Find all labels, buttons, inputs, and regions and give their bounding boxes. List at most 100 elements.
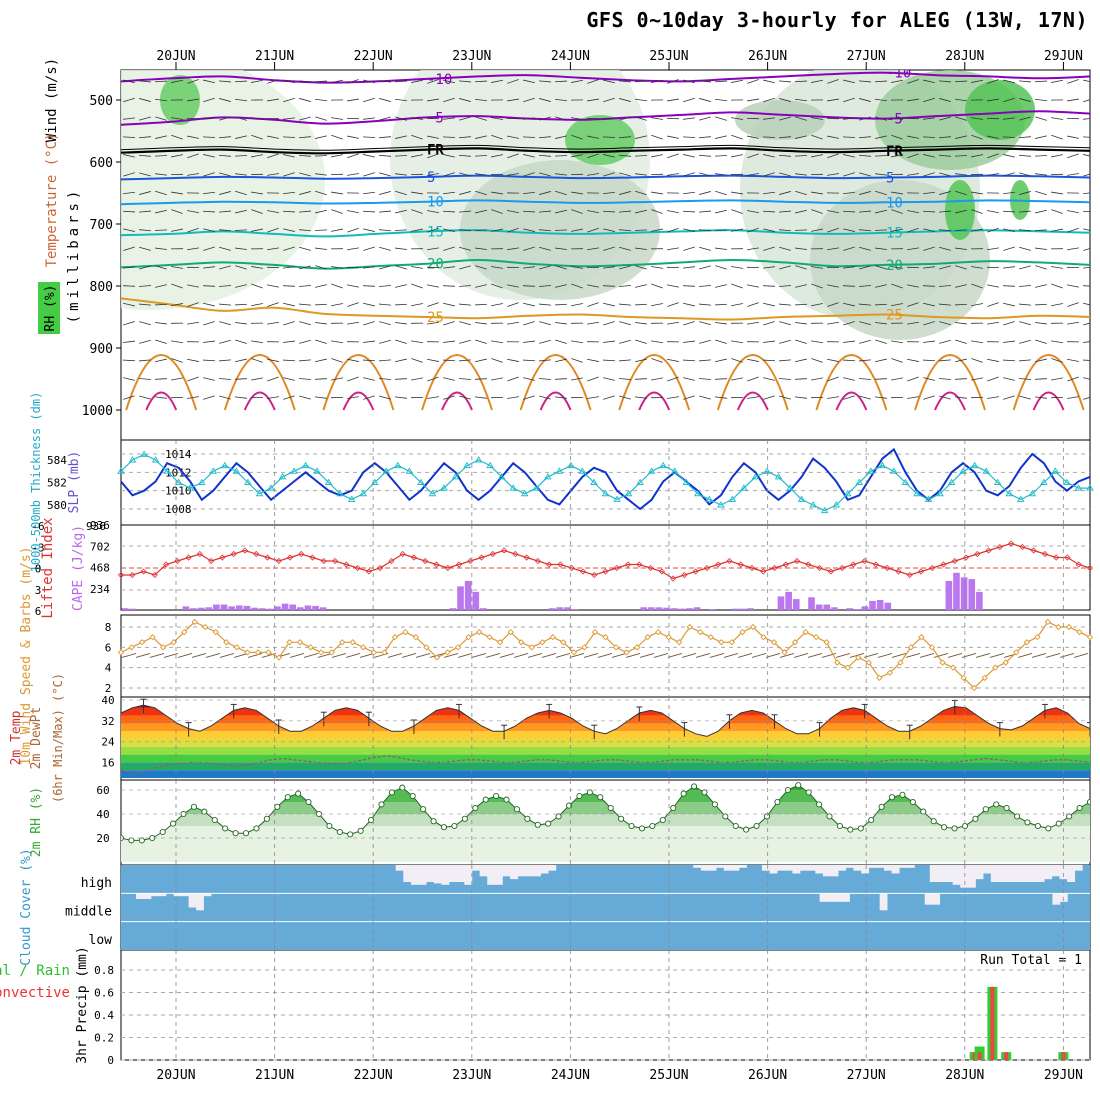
wind-speed-point [718,639,725,646]
wind-barb [1035,135,1047,139]
wind-barb [731,303,743,307]
wind-barb [763,246,775,251]
li-point [940,561,947,568]
wind-barb [842,191,856,195]
wind-barb [203,97,215,103]
cape-bar [274,606,281,610]
wind-barb [411,340,423,344]
wind-barb-10m [499,653,515,658]
wind-barb-10m [695,653,711,658]
wind-barb [203,154,215,158]
wind-barb [619,339,631,344]
cape-bar [739,608,747,610]
li-tick-label: 0 [35,563,42,576]
wind-barb [555,339,567,344]
convective-label: Convective [0,985,70,1001]
wind-barb-10m [723,653,739,658]
wind-barb-10m [415,653,431,658]
thickness-point [982,467,990,474]
wind-barb [747,376,759,382]
wind-speed-point [623,649,630,656]
wind-barb [234,303,248,306]
li-point [895,568,902,575]
diurnal-arch [914,354,986,411]
wind-barb-10m [835,653,851,658]
wind-barb [411,228,423,232]
cloud-clear-cell [842,893,850,902]
wind-barb [202,210,216,213]
isotherm-15 [121,229,1090,238]
li-point [681,571,688,579]
wind-barb [235,358,247,363]
wind-barb [347,135,359,139]
wind-barb [779,191,791,195]
wind-barb [938,80,952,83]
cloud-clear-cell [548,865,557,871]
wind-barb [362,285,376,287]
wind-barb [475,116,487,121]
wind-barb [1003,246,1015,251]
wind-barb-10m [821,653,837,658]
wind-barb [939,265,951,270]
wind-barb [778,285,792,287]
wind-speed-point [128,644,135,651]
wind-barb [459,172,471,177]
li-point [557,561,564,568]
li-point [501,547,508,554]
thickness-point [809,501,817,508]
wind-barb [218,80,232,83]
thickness-point [1016,495,1025,502]
wind-barb [427,153,439,159]
wind-barb [971,117,983,120]
wind-barb [795,284,807,288]
rh-point [618,815,625,822]
li-point [951,557,958,565]
wind-barb [731,154,743,158]
wind-barb [538,303,552,306]
li-point [523,554,530,561]
wind-barb [139,339,151,344]
wind-barb [682,210,696,213]
cloud-clear-cell [769,865,778,874]
wind-barb [938,154,952,157]
wind-barb [123,377,135,381]
wind-barb [442,210,456,213]
wind-barb [331,283,343,289]
cape-bar [266,608,274,610]
wind-barb [954,80,968,83]
wind-barb [1018,303,1032,306]
thickness-point [244,478,252,485]
wind-barb [842,266,856,269]
wind-barb [634,173,648,176]
wind-barb [1051,358,1063,363]
wind-barb [683,395,695,400]
wind-barb-10m [555,653,571,658]
wind-barb [891,340,903,344]
cloud-clear-cell [845,865,854,868]
wind-barb [651,79,663,83]
cloud-clear-cell [1006,865,1015,882]
wind-barb [778,359,792,362]
page-title: GFS 0~10day 3-hourly for ALEG (13W, 17N) [586,8,1088,32]
wind-barb [954,396,968,399]
wind-barb [699,321,711,326]
thickness-point [463,461,471,469]
wind-barb [618,210,632,213]
cloud-clear-cell [471,865,480,871]
wind-barb [1034,303,1048,306]
wind-barb [571,191,583,195]
cloud-clear-cell [967,865,976,888]
wind-barb [474,396,488,399]
run-total: Run Total = 1 [980,953,1082,968]
wind-barb [187,210,199,214]
wind-barb [347,247,359,251]
wind-barb [427,321,439,325]
wind-barb [875,284,887,288]
cloud-clear-cell [876,865,885,868]
wind-barb [987,284,999,288]
wind-speed-point [265,649,272,656]
wind-barb [955,265,967,270]
isotherm-label: 20 [427,257,444,273]
wind-speed-point [749,623,757,631]
cape-bar [686,608,693,610]
